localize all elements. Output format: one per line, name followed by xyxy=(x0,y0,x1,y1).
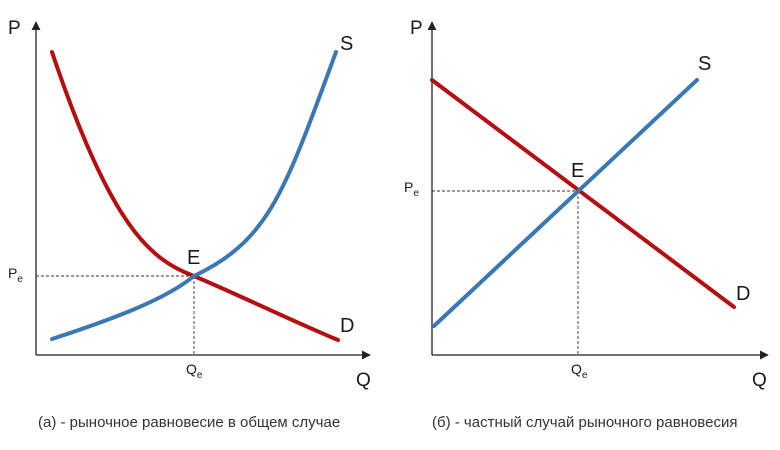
panel-b-y-axis-label: P xyxy=(410,18,423,39)
panel-a-equilibrium-label: E xyxy=(187,247,200,269)
panel-b-demand-label: D xyxy=(736,283,750,305)
panel-b-price-tick: Pe xyxy=(404,179,419,199)
panel-b-supply-curve xyxy=(432,78,699,328)
panel-a-supply-label: S xyxy=(340,33,353,55)
panel-b-x-axis-label: Q xyxy=(752,370,767,391)
panel-a-quantity-tick: Qe xyxy=(186,361,203,381)
panel-b-caption: (б) - частный случай рыночного равновеси… xyxy=(432,414,737,431)
panel-a-supply-curve xyxy=(50,50,338,341)
panel-b-supply-label: S xyxy=(698,53,711,75)
panel-b-quantity-tick: Qe xyxy=(571,361,588,381)
panel-a-demand-curve xyxy=(50,50,340,342)
panel-a-y-axis-label: P xyxy=(8,18,21,39)
panel-a-x-axis-label: Q xyxy=(356,370,371,391)
panel-b: P Q S D E Pe Qe (б) - частный случай рын… xyxy=(404,18,769,431)
panel-b-equilibrium-label: E xyxy=(571,160,584,182)
panel-a-demand-label: D xyxy=(340,315,354,337)
panel-a-caption: (а) - рыночное равновесие в общем случае xyxy=(38,414,340,431)
panel-a-price-tick: Pe xyxy=(8,265,23,285)
panel-b-demand-curve xyxy=(430,78,736,309)
panel-a: P Q S D E Pe Qe (а) - рыночное равновеси… xyxy=(8,18,371,431)
